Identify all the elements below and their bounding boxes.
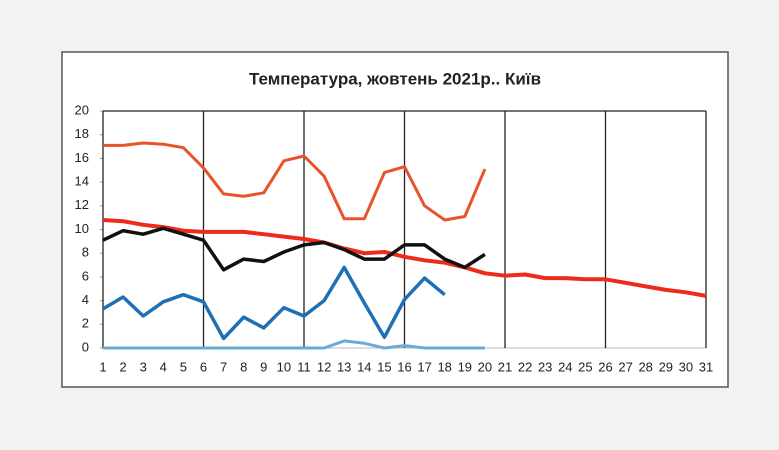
series-line xyxy=(103,141,487,222)
x-tick-label: 15 xyxy=(377,359,391,374)
chart-frame xyxy=(61,51,729,388)
y-tick-label: 14 xyxy=(75,174,89,189)
series-line xyxy=(103,339,485,350)
x-tick-label: 3 xyxy=(140,359,147,374)
x-tick-label: 19 xyxy=(458,359,472,374)
x-tick-label: 17 xyxy=(417,359,431,374)
x-tick-label: 12 xyxy=(317,359,331,374)
x-tick-label: 2 xyxy=(119,359,126,374)
x-tick-label: 29 xyxy=(659,359,673,374)
x-tick-label: 7 xyxy=(220,359,227,374)
x-tick-label: 14 xyxy=(357,359,371,374)
x-tick-label: 8 xyxy=(240,359,247,374)
x-tick-label: 23 xyxy=(538,359,552,374)
x-tick-label: 20 xyxy=(478,359,492,374)
chart-title: Температура, жовтень 2021р.. Київ xyxy=(249,69,541,88)
x-tick-label: 11 xyxy=(297,359,311,374)
y-tick-label: 18 xyxy=(75,126,89,141)
y-tick-label: 10 xyxy=(75,221,89,236)
x-tick-label: 6 xyxy=(200,359,207,374)
y-tick-label: 0 xyxy=(82,339,89,354)
x-tick-label: 24 xyxy=(558,359,572,374)
x-tick-label: 18 xyxy=(437,359,451,374)
x-tick-label: 9 xyxy=(260,359,267,374)
x-tick-label: 31 xyxy=(699,359,713,374)
y-tick-label: 4 xyxy=(82,292,89,307)
x-tick-label: 4 xyxy=(160,359,167,374)
series-line xyxy=(102,226,486,272)
x-tick-label: 22 xyxy=(518,359,532,374)
x-tick-label: 27 xyxy=(618,359,632,374)
series-line xyxy=(102,218,707,298)
x-tick-label: 1 xyxy=(99,359,106,374)
y-tick-label: 20 xyxy=(75,102,89,117)
y-tick-label: 12 xyxy=(75,197,89,212)
y-tick-label: 16 xyxy=(75,150,89,165)
x-tick-label: 21 xyxy=(498,359,512,374)
x-tick-label: 30 xyxy=(679,359,693,374)
y-tick-label: 6 xyxy=(82,268,89,283)
y-tick-label: 2 xyxy=(82,316,89,331)
x-tick-label: 16 xyxy=(397,359,411,374)
x-tick-label: 10 xyxy=(277,359,291,374)
series-line xyxy=(102,265,446,341)
x-tick-label: 25 xyxy=(578,359,592,374)
x-tick-label: 5 xyxy=(180,359,187,374)
x-tick-label: 13 xyxy=(337,359,351,374)
y-tick-label: 8 xyxy=(82,245,89,260)
x-tick-label: 26 xyxy=(598,359,612,374)
x-tick-label: 28 xyxy=(638,359,652,374)
